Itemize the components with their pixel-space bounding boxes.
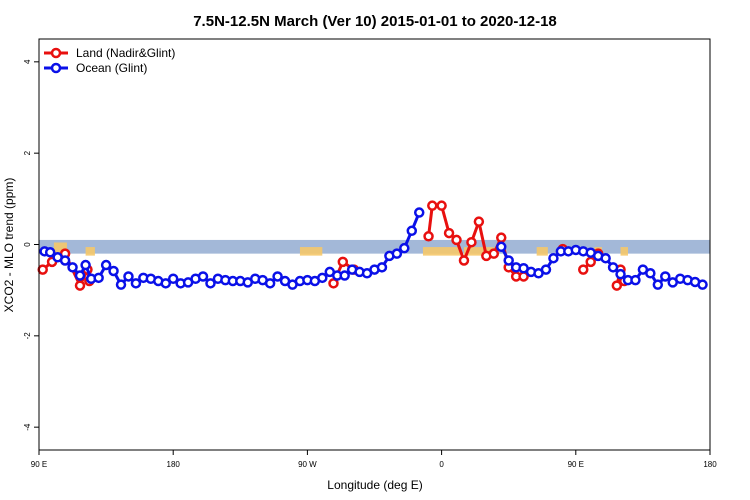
data-point-1 bbox=[80, 259, 91, 271]
plot-area bbox=[37, 200, 710, 291]
chart-title: 7.5N-12.5N March (Ver 10) 2015-01-01 to … bbox=[193, 13, 557, 30]
data-point-0 bbox=[451, 234, 462, 246]
data-point-1 bbox=[503, 255, 514, 266]
data-point-0 bbox=[74, 280, 86, 291]
legend-label: Ocean (Glint) bbox=[76, 61, 147, 75]
x-tick-label: 90 W bbox=[298, 460, 317, 469]
data-point-0 bbox=[495, 232, 507, 243]
data-point-1 bbox=[376, 262, 388, 273]
data-point-1 bbox=[100, 259, 112, 271]
legend-marker bbox=[50, 62, 62, 74]
data-point-1 bbox=[59, 255, 71, 266]
data-point-1 bbox=[44, 247, 56, 258]
data-point-1 bbox=[391, 248, 403, 259]
data-point-1 bbox=[272, 271, 283, 282]
data-point-0 bbox=[423, 231, 434, 242]
data-point-1 bbox=[197, 271, 209, 282]
data-point-1 bbox=[130, 278, 142, 289]
y-tick-label: 0 bbox=[23, 242, 32, 247]
data-point-1 bbox=[548, 252, 559, 264]
y-axis-label: XCO2 - MLO trend (ppm) bbox=[2, 178, 16, 313]
data-point-1 bbox=[264, 278, 276, 289]
data-point-1 bbox=[399, 242, 410, 254]
data-point-0 bbox=[337, 256, 349, 268]
data-point-0 bbox=[328, 278, 339, 289]
data-point-1 bbox=[600, 252, 611, 264]
data-point-0 bbox=[436, 200, 447, 211]
data-point-1 bbox=[167, 273, 179, 284]
data-point-0 bbox=[585, 256, 596, 268]
data-point-1 bbox=[645, 268, 656, 279]
reference-band bbox=[39, 239, 710, 254]
data-point-1 bbox=[339, 270, 350, 281]
data-point-0 bbox=[37, 264, 48, 275]
data-point-1 bbox=[607, 262, 619, 273]
data-point-1 bbox=[108, 265, 119, 277]
land-mask-segment bbox=[422, 247, 461, 256]
legend-marker bbox=[50, 47, 62, 59]
data-point-0 bbox=[473, 216, 485, 227]
y-tick-label: 4 bbox=[23, 59, 32, 64]
data-point-0 bbox=[466, 236, 477, 248]
y-tick-label: 2 bbox=[23, 150, 32, 155]
x-tick-label: 90 E bbox=[568, 460, 584, 469]
data-point-1 bbox=[413, 207, 425, 218]
data-point-1 bbox=[317, 272, 328, 284]
land-mask-segment bbox=[463, 247, 494, 256]
data-point-1 bbox=[495, 241, 507, 253]
data-point-1 bbox=[160, 278, 171, 289]
data-point-0 bbox=[443, 227, 455, 239]
data-point-1 bbox=[660, 271, 671, 282]
data-point-1 bbox=[697, 279, 708, 290]
legend-label: Land (Nadir&Glint) bbox=[76, 46, 175, 60]
x-tick-label: 90 E bbox=[31, 460, 47, 469]
data-point-1 bbox=[115, 279, 127, 290]
data-point-1 bbox=[74, 270, 86, 281]
x-tick-label: 180 bbox=[167, 460, 181, 469]
data-point-1 bbox=[615, 268, 626, 280]
data-point-0 bbox=[488, 248, 500, 259]
axis-ticks: 90 E 180 90 W 0 90 E 180 -4 -2 0 2 4 bbox=[23, 59, 717, 469]
data-point-1 bbox=[93, 272, 104, 284]
data-point-1 bbox=[630, 274, 641, 286]
land-mask-segment bbox=[536, 247, 548, 256]
land-mask-segment bbox=[299, 247, 323, 256]
y-tick-label: -2 bbox=[23, 332, 32, 340]
y-tick-label: -4 bbox=[23, 423, 32, 431]
data-point-0 bbox=[578, 264, 589, 275]
data-point-1 bbox=[652, 279, 664, 290]
data-point-1 bbox=[205, 278, 216, 289]
land-mask-segment bbox=[85, 247, 95, 256]
data-point-0 bbox=[458, 255, 470, 266]
data-point-1 bbox=[406, 225, 418, 237]
x-tick-label: 180 bbox=[703, 460, 717, 469]
data-point-1 bbox=[67, 262, 78, 273]
legend: Land (Nadir&Glint)Ocean (Glint) bbox=[44, 46, 175, 75]
land-mask-segment bbox=[620, 247, 628, 256]
data-point-1 bbox=[123, 271, 134, 282]
data-point-0 bbox=[427, 200, 438, 211]
x-axis-label: Longitude (deg E) bbox=[327, 478, 422, 492]
data-point-0 bbox=[611, 280, 623, 291]
data-point-1 bbox=[540, 264, 552, 275]
x-tick-label: 0 bbox=[439, 460, 444, 469]
